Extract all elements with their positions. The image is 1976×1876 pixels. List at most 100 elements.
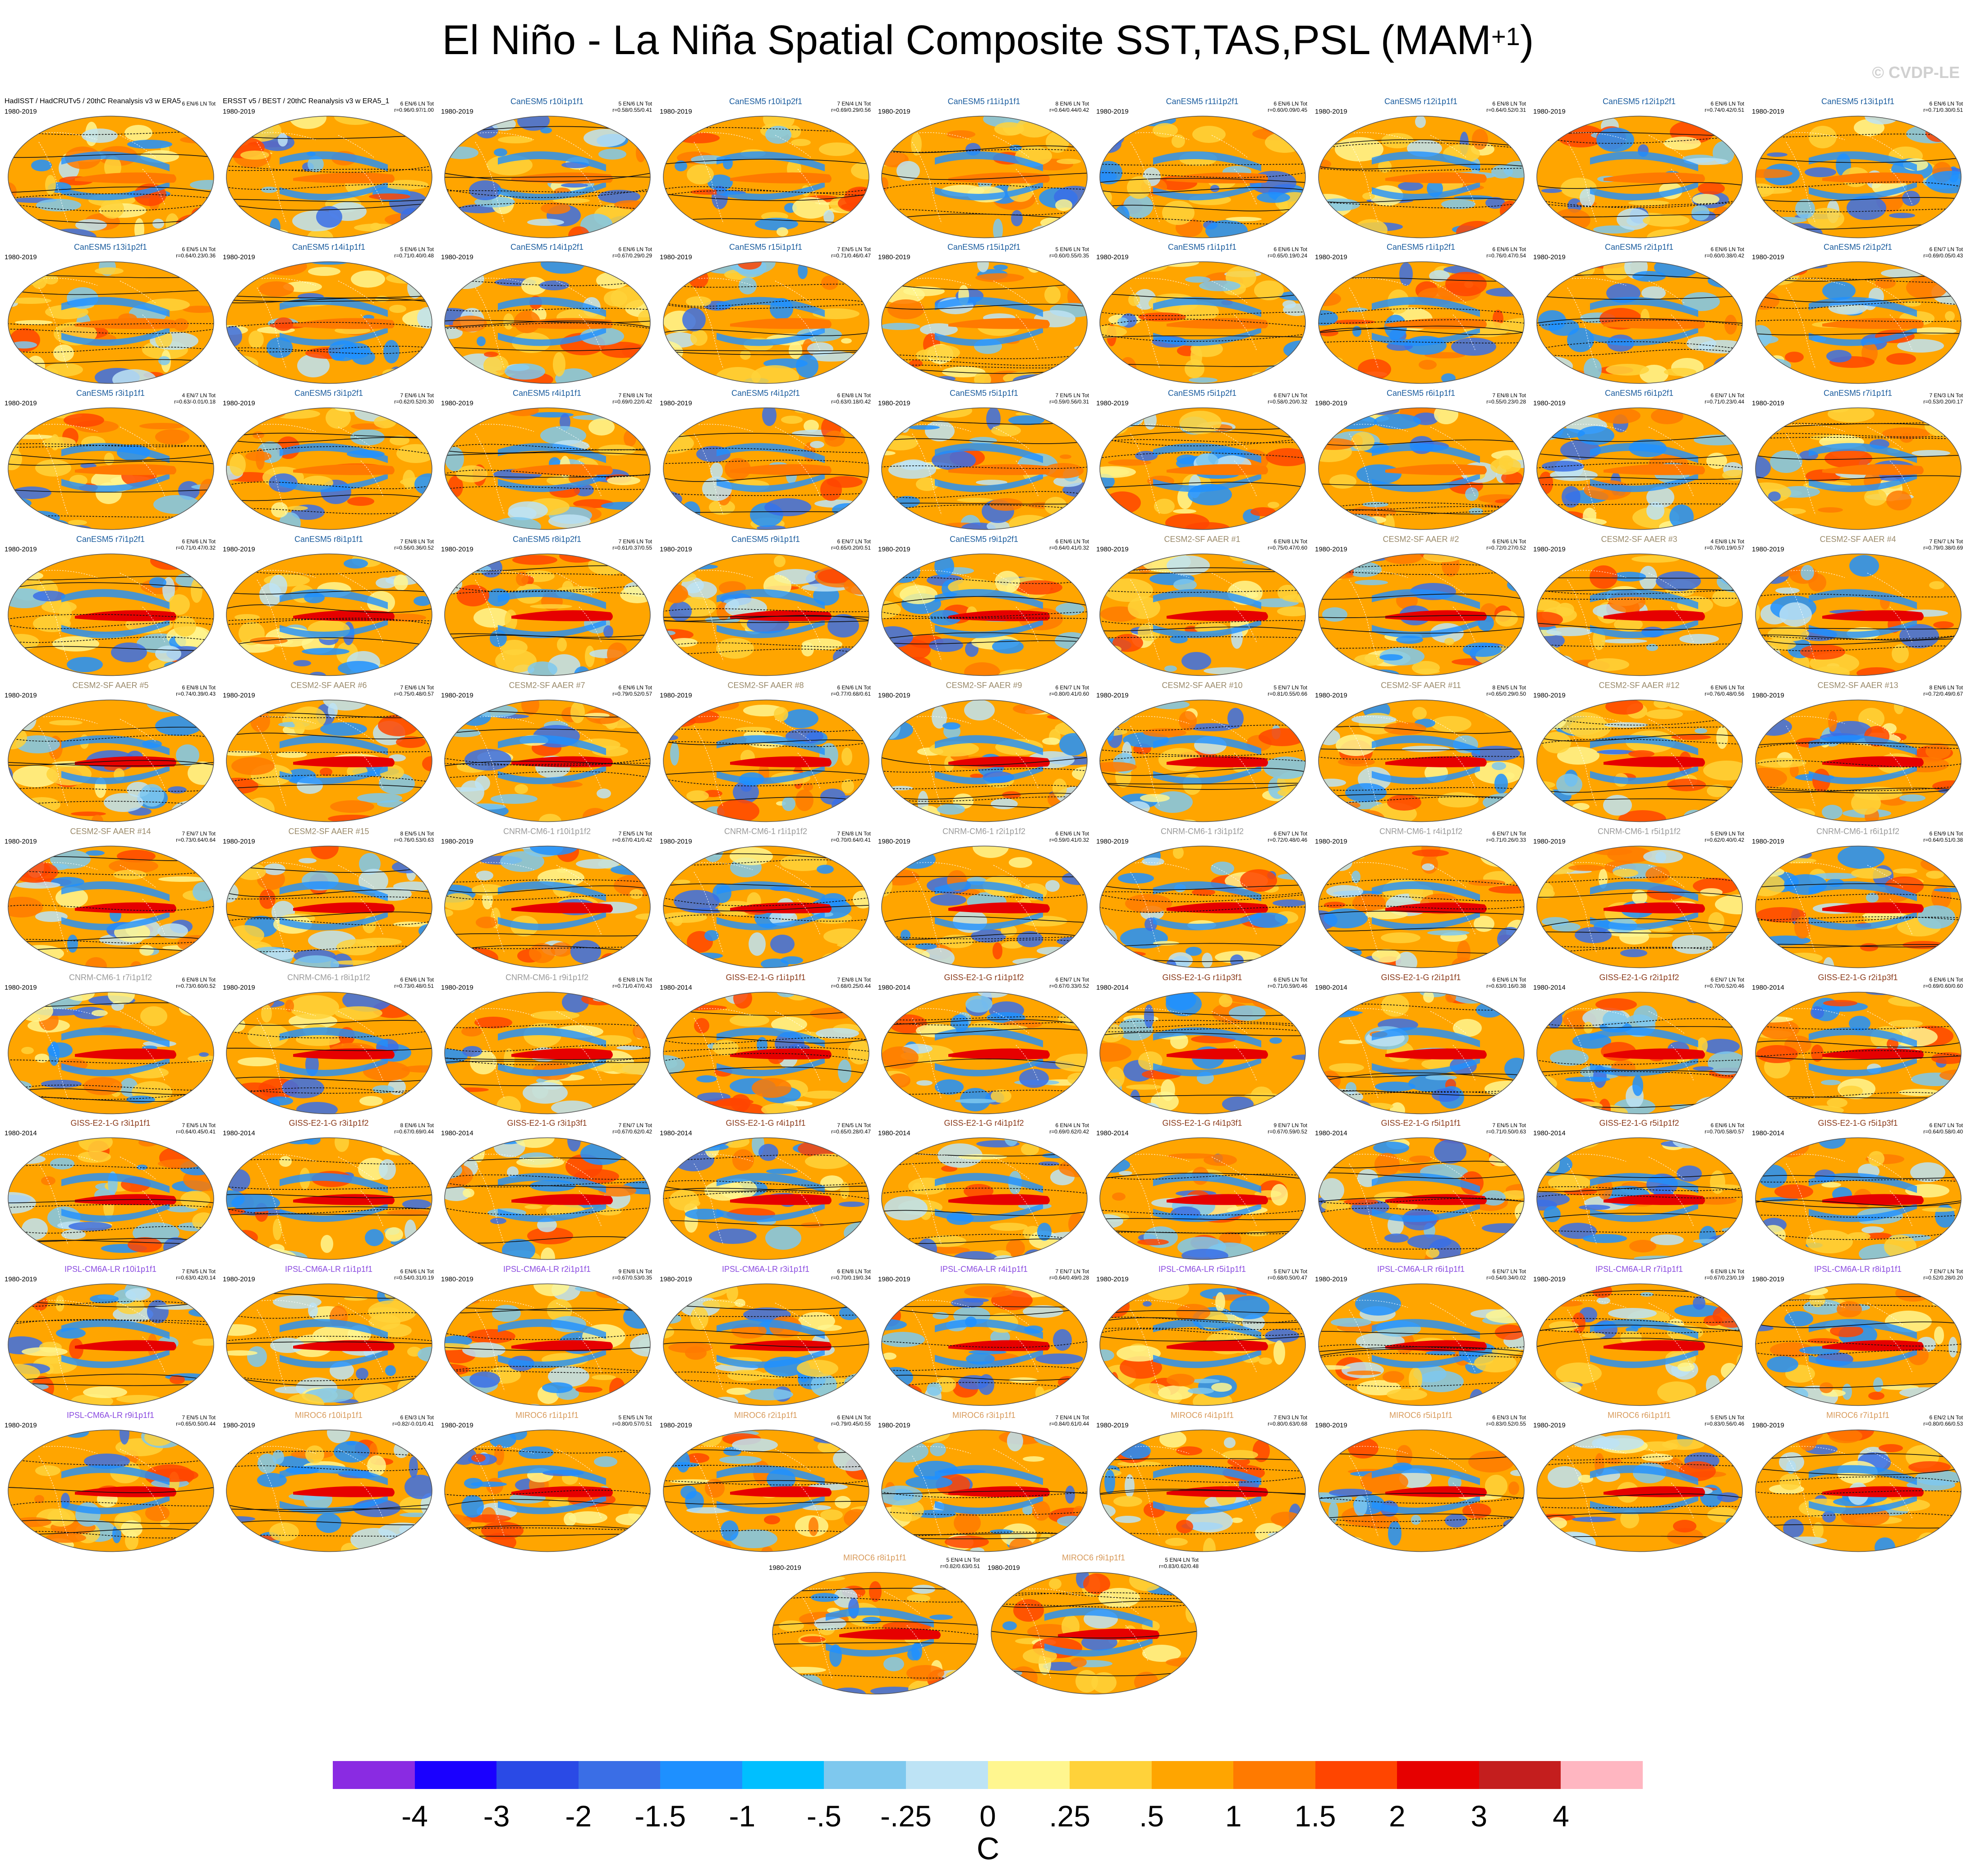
panel-stats-line: r=0.64/0.58/0.40: [1923, 1128, 1963, 1135]
panel-stats-line: 6 EN/6 LN Tot: [1929, 101, 1963, 107]
panel-stats-line: r=0.58/0.20/0.32: [1268, 399, 1307, 405]
panel-period: 1980-2019: [660, 546, 692, 553]
panel-stats: 6 EN/6 LN Tot r=0.63/0.16/0.38: [1486, 977, 1526, 989]
global-map: [1755, 1283, 1962, 1406]
colorbar-tick-label: 3: [1471, 1799, 1488, 1833]
panel-stats-line: 6 EN/7 LN Tot: [1055, 977, 1089, 983]
panel-stats-line: 6 EN/6 LN Tot: [1273, 101, 1307, 107]
panel-stats-line: 9 EN/7 LN Tot: [1273, 1122, 1307, 1128]
panel-stats-line: 6 EN/6 LN Tot: [1710, 1122, 1744, 1128]
panel-period: 1980-2019: [223, 692, 255, 699]
panel-stats-line: r=0.72/0.48/0.46: [1268, 837, 1307, 843]
panel-stats: 6 EN/6 LN Tot r=0.59/0.41/0.32: [1049, 830, 1089, 843]
panel-stats: 6 EN/8 LN Tot r=0.71/0.47/0.43: [612, 977, 652, 989]
panel-stats-line: r=0.76/0.19/0.57: [1705, 545, 1744, 551]
panel-title: MIROC6 r2i1p1f1: [734, 1411, 798, 1420]
global-map: [881, 1283, 1088, 1406]
panel-title: CESM2-SF AAER #10: [1162, 681, 1243, 690]
panel-title: IPSL-CM6A-LR r5i1p1f1: [1158, 1265, 1246, 1274]
panel-stats: 6 EN/7 LN Tot r=0.54/0.34/0.02: [1486, 1268, 1526, 1281]
panel-stats: 6 EN/6 LN Tot r=0.54/0.31/0.19: [394, 1268, 434, 1281]
panel-title: CanESM5 r13i1p1f1: [1821, 97, 1895, 106]
panel-stats-line: r=0.72/0.49/0.67: [1923, 691, 1963, 697]
global-map: [8, 1429, 214, 1552]
colorbar-tick-label: -1.5: [634, 1799, 686, 1833]
panel-period: 1980-2019: [1096, 253, 1129, 261]
panel-stats-line: 5 EN/4 LN Tot: [946, 1557, 980, 1563]
panel-stats-line: r=0.65/0.20/0.51: [831, 545, 871, 551]
panel-stats: 7 EN/8 LN Tot r=0.68/0.25/0.44: [831, 977, 871, 989]
panel-period: 1980-2019: [5, 546, 37, 553]
panel-stats: 6 EN/6 LN Tot r=0.73/0.48/0.51: [394, 977, 434, 989]
panel-stats: 5 EN/9 LN Tot r=0.62/0.40/0.42: [1705, 830, 1744, 843]
map-panel: CESM2-SF AAER #14 1980-2019 7 EN/7 LN Tot r…: [5, 827, 216, 976]
panel-stats-line: 6 EN/8 LN Tot: [837, 1268, 871, 1275]
map-panel: HadISST / HadCRUTv5 / 20thC Reanalysis v…: [5, 97, 216, 246]
colorbar-swatch: [496, 1761, 579, 1789]
panel-title: GISS-E2-1-G r4i1p1f2: [944, 1119, 1024, 1128]
panel-title: CanESM5 r4i1p2f1: [731, 389, 800, 398]
panel-stats-line: r=0.70/0.58/0.57: [1705, 1128, 1744, 1135]
panel-stats-line: r=0.64/0.45/0.41: [176, 1128, 216, 1135]
colorbar-swatch: [824, 1761, 906, 1789]
global-map: [1318, 1137, 1525, 1260]
panel-stats-line: 4 EN/7 LN Tot: [182, 392, 216, 399]
panel-stats-line: r=0.62/0.52/0.30: [394, 399, 434, 405]
map-panel: GISS-E2-1-G r5i1p1f1 1980-2014 7 EN/5 LN T…: [1315, 1119, 1527, 1267]
colorbar-swatch: [742, 1761, 824, 1789]
panel-period: 1980-2019: [878, 253, 910, 261]
panel-period: 1980-2019: [1533, 108, 1566, 115]
panel-stats-line: 6 EN/6 LN Tot: [400, 101, 434, 107]
panel-stats-line: 5 EN/9 LN Tot: [1710, 830, 1744, 837]
panel-stats-line: r=0.71/0.50/0.63: [1486, 1128, 1526, 1135]
panel-period: 1980-2019: [1315, 838, 1347, 845]
map-panel: GISS-E2-1-G r4i1p1f1 1980-2014 7 EN/5 LN T…: [660, 1119, 872, 1267]
panel-period: 1980-2019: [660, 1275, 692, 1283]
global-map: [1318, 699, 1525, 822]
panel-stats-line: 7 EN/7 LN Tot: [618, 1122, 652, 1128]
panel-stats: 7 EN/6 LN Tot r=0.61/0.37/0.55: [612, 538, 652, 551]
global-map: [226, 407, 432, 530]
panel-stats-line: r=0.67/0.59/0.52: [1268, 1128, 1307, 1135]
map-panel: CNRM-CM6-1 r2i1p1f2 1980-2019 6 EN/6 LN To…: [878, 827, 1090, 976]
map-panel: GISS-E2-1-G r4i1p3f1 1980-2014 9 EN/7 LN T…: [1096, 1119, 1308, 1267]
panel-title: MIROC6 r8i1p1f1: [843, 1553, 907, 1562]
panel-stats-line: 6 EN/8 LN Tot: [618, 977, 652, 983]
panel-period: 1980-2019: [878, 546, 910, 553]
map-panel: IPSL-CM6A-LR r7i1p1f1 1980-2019 6 EN/8 LN …: [1533, 1265, 1745, 1413]
panel-stats: 6 EN/6 LN Tot r=0.67/0.29/0.29: [612, 246, 652, 259]
map-panel: GISS-E2-1-G r1i1p1f1 1980-2014 7 EN/8 LN T…: [660, 973, 872, 1122]
global-map: [1099, 991, 1306, 1115]
colorbar-tick-label: -.25: [880, 1799, 932, 1833]
panel-period: 1980-2019: [1752, 838, 1784, 845]
panel-stats-line: r=0.74/0.42/0.51: [1705, 107, 1744, 113]
panel-title: GISS-E2-1-G r5i1p3f1: [1818, 1119, 1898, 1128]
global-map: [8, 1137, 214, 1260]
panel-stats-line: 5 EN/5 LN Tot: [618, 1414, 652, 1421]
panel-stats-line: r=0.79/0.45/0.55: [831, 1421, 871, 1427]
global-map: [772, 1572, 979, 1695]
panel-stats: 5 EN/4 LN Tot r=0.83/0.62/0.48: [1159, 1557, 1199, 1569]
panel-stats-line: 7 EN/7 LN Tot: [1929, 1268, 1963, 1275]
colorbar: [333, 1761, 1643, 1789]
panel-stats-line: r=0.67/0.69/0.44: [394, 1128, 434, 1135]
panel-stats: 6 EN/7 LN Tot r=0.65/0.20/0.51: [831, 538, 871, 551]
panel-stats: 6 EN/3 LN Tot r=0.82/-0.01/0.41: [392, 1414, 434, 1427]
panel-stats-line: r=0.73/0.60/0.52: [176, 983, 216, 989]
global-map: [8, 699, 214, 822]
global-map: [226, 115, 432, 239]
global-map: [1536, 991, 1743, 1115]
panel-stats-line: r=0.69/0.05/0.43: [1923, 252, 1963, 259]
panel-period: 1980-2019: [5, 1422, 37, 1429]
panel-stats-line: r=0.65/0.50/0.44: [176, 1421, 216, 1427]
panel-period: 1980-2019: [1315, 399, 1347, 407]
map-panel: CanESM5 r11i1p1f1 1980-2019 8 EN/6 LN Tot r…: [878, 97, 1090, 246]
map-panel: CanESM5 r15i1p2f1 1980-2019 5 EN/6 LN Tot r…: [878, 243, 1090, 391]
map-panel: CanESM5 r11i1p2f1 1980-2019 6 EN/6 LN Tot r…: [1096, 97, 1308, 246]
panel-stats: 6 EN/7 LN Tot r=0.64/0.58/0.40: [1923, 1122, 1963, 1135]
panel-title: CanESM5 r4i1p1f1: [512, 389, 582, 398]
global-map: [1318, 1283, 1525, 1406]
global-map: [1099, 1283, 1306, 1406]
map-panel: CESM2-SF AAER #10 1980-2019 5 EN/7 LN Tot r…: [1096, 681, 1308, 830]
panel-stats-line: r=0.61/0.37/0.55: [612, 545, 652, 551]
